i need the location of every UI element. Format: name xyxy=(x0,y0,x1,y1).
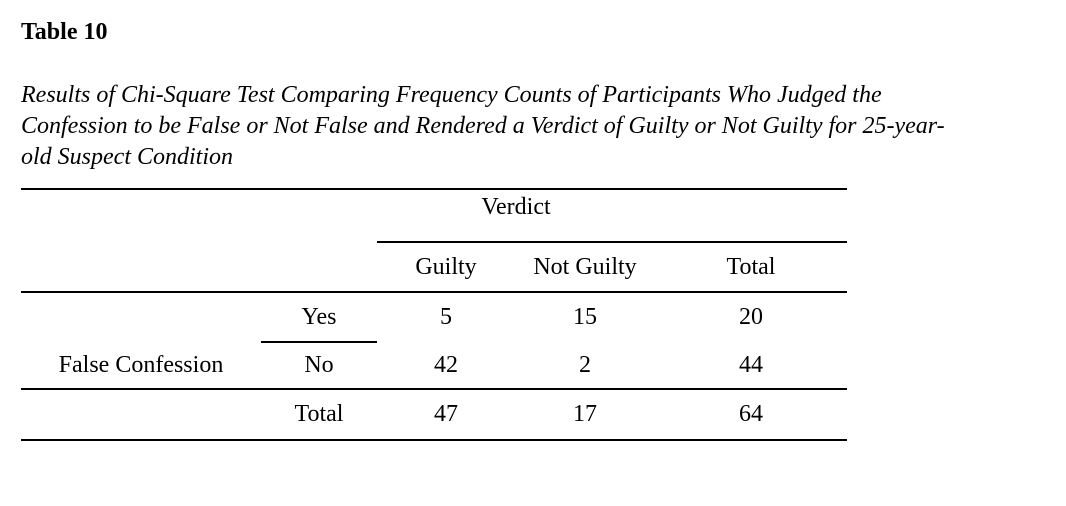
column-header-row: Guilty Not Guilty Total xyxy=(21,242,847,293)
cell-total-total: 64 xyxy=(655,389,847,441)
spanner-row: Verdict xyxy=(21,188,847,243)
stub-no: No xyxy=(261,342,377,390)
column-header-guilty: Guilty xyxy=(377,242,515,293)
cell-yes-total: 20 xyxy=(739,304,763,330)
cell-total-guilty: 47 xyxy=(377,389,515,441)
stub-yes: Yes xyxy=(261,292,377,343)
caption-line-3: old Suspect Condition xyxy=(21,144,233,170)
caption-line-1: Results of Chi-Square Test Comparing Fre… xyxy=(21,82,882,108)
table-number-label: Table 10 xyxy=(21,19,108,45)
empty-cell xyxy=(21,242,377,293)
spanner-header-verdict: Verdict xyxy=(377,188,655,243)
empty-cell xyxy=(655,188,847,243)
empty-cell xyxy=(21,292,261,342)
cell-total-not-guilty: 17 xyxy=(515,389,655,441)
cell-no-not-guilty: 2 xyxy=(515,342,655,390)
cell-yes-guilty: 5 xyxy=(440,304,452,330)
chi-square-results-table: Verdict Guilty Not Guilty Total Yes 5 15… xyxy=(21,188,847,441)
cell-no-total: 44 xyxy=(655,342,847,390)
table-row-no: False Confession No 42 2 44 xyxy=(21,342,847,390)
column-header-total: Total xyxy=(655,242,847,293)
cell-no-guilty: 42 xyxy=(377,342,515,390)
table-row-total: Total 47 17 64 xyxy=(21,389,847,441)
empty-cell xyxy=(21,188,377,242)
cell-yes-not-guilty: 15 xyxy=(573,304,597,330)
column-header-not-guilty: Not Guilty xyxy=(515,242,655,293)
stub-total: Total xyxy=(261,389,377,441)
table-caption: Results of Chi-Square Test Comparing Fre… xyxy=(21,80,1066,173)
empty-cell xyxy=(21,389,261,441)
row-group-label-false-confession: False Confession xyxy=(21,342,261,390)
table-row-yes: Yes 5 15 20 xyxy=(21,292,847,343)
caption-line-2: Confession to be False or Not False and … xyxy=(21,113,945,139)
